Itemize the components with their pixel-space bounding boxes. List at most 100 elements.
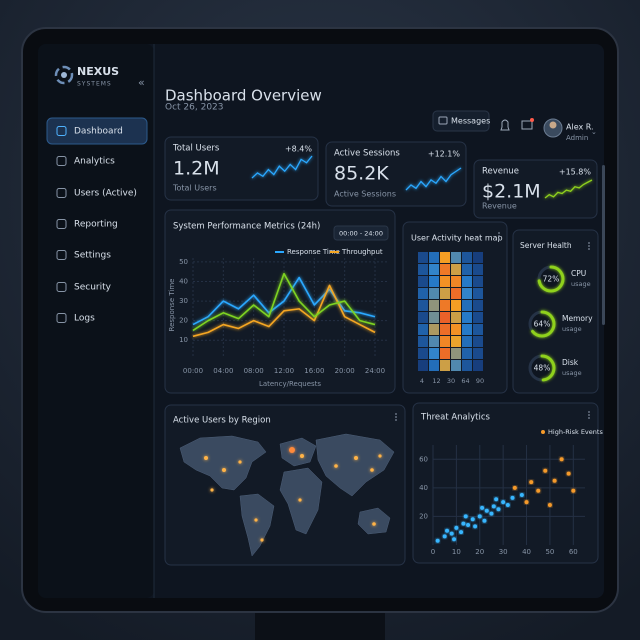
hotspot — [260, 538, 264, 542]
x-tick-label: 10 — [452, 548, 461, 556]
scatter-point — [491, 504, 496, 509]
scatter-point — [480, 505, 485, 510]
heat-cell — [440, 360, 450, 371]
scatter-point — [536, 488, 541, 493]
scatter-point — [519, 493, 524, 497]
x-tick-label: 12:00 — [274, 367, 294, 375]
mail-icon[interactable] — [521, 120, 533, 130]
heat-cell — [451, 336, 461, 347]
gauge-arc — [528, 310, 556, 338]
nav-item[interactable]: Reporting — [74, 220, 118, 230]
kpi-value: 1.2M — [173, 158, 220, 180]
heat-cell — [462, 288, 472, 299]
menu-dots[interactable] — [588, 411, 590, 419]
menu-dots[interactable] — [588, 242, 590, 250]
y-tick-label: 20 — [179, 317, 188, 325]
kpi-caption: Revenue — [482, 202, 517, 211]
heat-cell — [473, 276, 483, 287]
logo — [54, 65, 74, 85]
heat-cell — [440, 300, 450, 311]
scatter-point — [512, 485, 517, 490]
heat-cell — [462, 324, 472, 335]
heat-cell — [429, 336, 439, 347]
map-title: Active Users by Region — [173, 416, 271, 426]
heatmap-x-label: 90 — [476, 377, 484, 385]
hotspot — [289, 447, 295, 453]
gauge-value: 64% — [534, 320, 551, 329]
nav-item[interactable]: Analytics — [74, 157, 115, 167]
kpi-card — [473, 159, 598, 219]
scatter-point — [435, 538, 440, 543]
server-health-panel — [512, 229, 599, 394]
page-title: Dashboard Overview — [165, 87, 322, 105]
menu-dots[interactable] — [395, 413, 397, 421]
heat-cell — [440, 276, 450, 287]
avatar-face — [549, 121, 557, 129]
data-line — [192, 276, 376, 326]
heat-cell — [473, 324, 483, 335]
heat-cell — [451, 324, 461, 335]
user-menu-caret[interactable]: ⌄ — [591, 128, 597, 136]
notifications-icon[interactable] — [500, 119, 510, 131]
heat-cell — [429, 288, 439, 299]
scatter-point — [461, 521, 466, 526]
page-date: Oct 26, 2023 — [165, 103, 224, 113]
heat-cell — [451, 348, 461, 359]
data-line — [192, 284, 376, 338]
panel-menus — [395, 232, 590, 421]
collapse-button[interactable]: « — [138, 76, 145, 89]
heat-cell — [429, 360, 439, 371]
y-tick-label: 40 — [419, 484, 428, 492]
x-tick-label: 20 — [475, 548, 484, 556]
nav-icon — [56, 126, 67, 136]
world-map — [179, 433, 395, 557]
heat-cell — [462, 360, 472, 371]
nav-item[interactable]: Security — [74, 283, 112, 293]
heat-cell — [440, 264, 450, 275]
threat-title: Threat Analytics — [420, 413, 491, 423]
kpi-change: +8.4% — [285, 145, 312, 154]
nav-icon — [56, 188, 67, 198]
x-tick-label: 0 — [431, 548, 435, 556]
hotspot — [298, 498, 302, 502]
y-tick-label: 20 — [419, 512, 428, 520]
nav-icon — [56, 313, 67, 323]
hotspot — [372, 522, 376, 526]
messages-button[interactable] — [432, 110, 490, 132]
hotspot — [222, 468, 226, 472]
heat-cell — [451, 288, 461, 299]
heat-cell — [418, 264, 428, 275]
nav-item[interactable]: Dashboard — [74, 127, 123, 137]
y-axis-title: Response Time — [168, 279, 176, 332]
heat-cell — [462, 336, 472, 347]
y-tick-label: 40 — [179, 277, 188, 285]
kpi-label: Revenue — [482, 167, 519, 177]
legend-label: Throughput — [341, 248, 383, 256]
kpi-change: +12.1% — [428, 150, 461, 159]
kpi-caption: Active Sessions — [334, 190, 396, 199]
range-selector[interactable] — [333, 225, 389, 241]
scatter-point — [477, 514, 482, 519]
scatter-point — [501, 500, 506, 505]
heat-cell — [473, 252, 483, 263]
heat-cell — [462, 312, 472, 323]
nav-item[interactable]: Settings — [74, 251, 111, 261]
heat-cell — [451, 252, 461, 263]
legend-label: High-Risk Events — [548, 428, 603, 436]
menu-dots[interactable] — [498, 232, 500, 240]
user-name: Alex R. — [566, 123, 594, 132]
nav-item[interactable]: Users (Active) — [74, 189, 137, 199]
heat-cell — [440, 288, 450, 299]
x-tick-label: 20:00 — [335, 367, 355, 375]
nav-icon — [56, 156, 67, 166]
kpi-sparkline — [544, 179, 593, 199]
nav-item[interactable]: Logs — [74, 314, 95, 324]
scatter-point — [547, 503, 552, 507]
scatter-point — [463, 514, 468, 519]
heat-cell — [418, 288, 428, 299]
heat-cell — [429, 312, 439, 323]
scatter-point — [473, 524, 478, 529]
gauge-caption: usage — [562, 325, 582, 333]
nav-icon — [56, 282, 67, 292]
